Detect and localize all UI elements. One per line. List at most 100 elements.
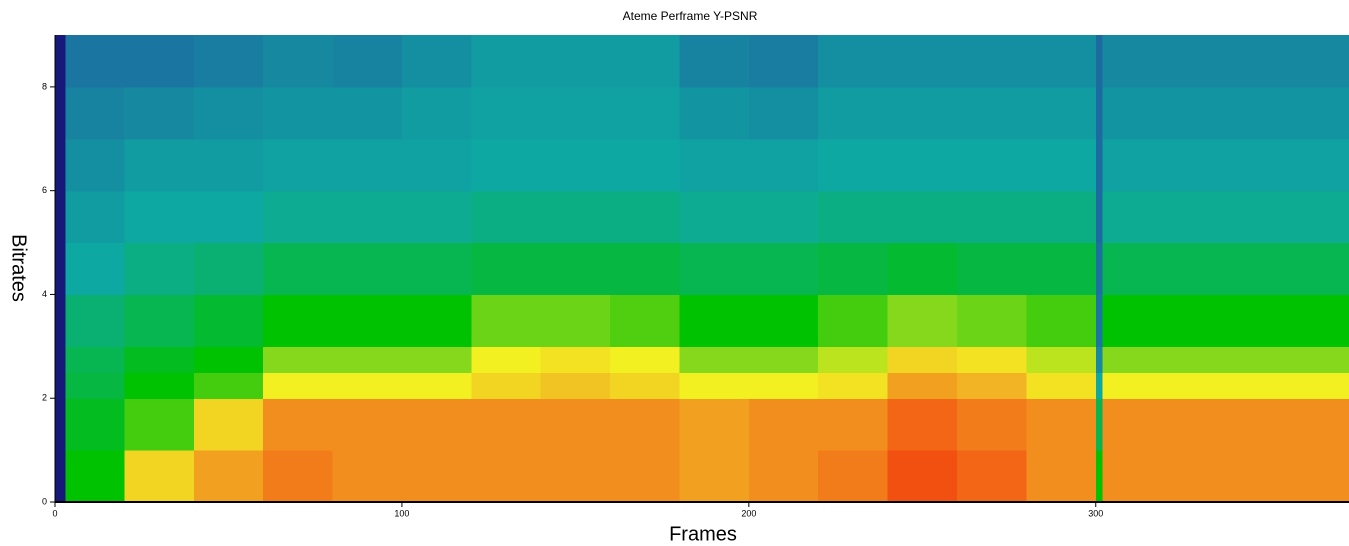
heatmap-cell bbox=[55, 86, 67, 140]
heatmap-cell bbox=[1026, 86, 1097, 140]
heatmap-cell bbox=[1095, 242, 1104, 296]
heatmap-cell bbox=[124, 398, 195, 451]
heatmap-cell bbox=[124, 190, 195, 244]
heatmap-cell bbox=[818, 398, 889, 451]
heatmap-cell bbox=[818, 138, 889, 192]
heatmap-cell bbox=[1165, 35, 1236, 88]
heatmap-cell bbox=[1095, 138, 1104, 192]
heatmap-cell bbox=[610, 138, 681, 192]
heatmap-cell bbox=[1303, 450, 1349, 503]
heatmap-cell bbox=[193, 138, 264, 192]
heatmap-cell bbox=[1095, 86, 1104, 140]
heatmap-cell bbox=[1303, 242, 1349, 296]
heatmap-cell bbox=[1165, 190, 1236, 244]
heatmap-cell bbox=[1234, 346, 1305, 373]
heatmap-cell bbox=[401, 346, 472, 373]
heatmap-cell bbox=[1234, 190, 1305, 244]
heatmap-cell bbox=[540, 190, 611, 244]
heatmap-cell bbox=[193, 346, 264, 373]
heatmap-cell bbox=[748, 138, 819, 192]
heatmap-cell bbox=[1026, 294, 1097, 347]
heatmap-cell bbox=[263, 190, 334, 244]
heatmap-cell bbox=[1165, 138, 1236, 192]
heatmap-cell bbox=[887, 372, 958, 399]
heatmap-cell bbox=[65, 35, 125, 88]
heatmap-cell bbox=[540, 138, 611, 192]
heatmap-cell bbox=[263, 294, 334, 347]
heatmap-cell bbox=[471, 294, 542, 347]
heatmap-cell bbox=[124, 35, 195, 88]
heatmap-cell bbox=[65, 372, 125, 399]
heatmap-cell bbox=[55, 294, 67, 347]
heatmap-cell bbox=[1303, 372, 1349, 399]
heatmap-cell bbox=[818, 294, 889, 347]
heatmap-cell bbox=[193, 372, 264, 399]
heatmap-cell bbox=[1026, 138, 1097, 192]
heatmap-cell bbox=[1165, 242, 1236, 296]
heatmap-cell bbox=[401, 398, 472, 451]
heatmap-cell bbox=[956, 242, 1027, 296]
heatmap-cell bbox=[679, 294, 750, 347]
heatmap-cell bbox=[818, 86, 889, 140]
heatmap-cell bbox=[1102, 294, 1166, 347]
heatmap-cell bbox=[1234, 398, 1305, 451]
heatmap-cell bbox=[887, 35, 958, 88]
heatmap-cell bbox=[1095, 35, 1104, 88]
heatmap-cell bbox=[263, 242, 334, 296]
heatmap-cell bbox=[887, 242, 958, 296]
heatmap-cell bbox=[55, 138, 67, 192]
heatmap-cell bbox=[610, 450, 681, 503]
heatmap-cell bbox=[1102, 398, 1166, 451]
heatmap-cell bbox=[401, 86, 472, 140]
heatmap-cell bbox=[956, 294, 1027, 347]
heatmap-cell bbox=[124, 86, 195, 140]
heatmap-cell bbox=[401, 450, 472, 503]
heatmap-cell bbox=[1095, 346, 1104, 373]
heatmap-cell bbox=[65, 242, 125, 296]
heatmap-cell bbox=[1095, 372, 1104, 399]
heatmap-cell bbox=[124, 450, 195, 503]
y-tick-label: 2 bbox=[42, 393, 47, 403]
x-tick-label: 200 bbox=[741, 508, 756, 518]
heatmap-cell bbox=[1026, 190, 1097, 244]
heatmap-cell bbox=[1165, 346, 1236, 373]
heatmap-cell bbox=[818, 346, 889, 373]
heatmap-cell bbox=[193, 450, 264, 503]
heatmap-cell bbox=[610, 398, 681, 451]
heatmap-cell bbox=[1234, 35, 1305, 88]
y-tick-label: 8 bbox=[42, 81, 47, 91]
heatmap-cell bbox=[748, 35, 819, 88]
x-tick-label: 300 bbox=[1088, 508, 1103, 518]
heatmap-cell bbox=[332, 86, 403, 140]
heatmap-cell bbox=[610, 372, 681, 399]
heatmap-cell bbox=[65, 398, 125, 451]
heatmap-cells bbox=[55, 35, 1349, 503]
heatmap-cell bbox=[1026, 346, 1097, 373]
heatmap-cell bbox=[887, 190, 958, 244]
heatmap-cell bbox=[332, 190, 403, 244]
heatmap-cell bbox=[540, 242, 611, 296]
heatmap-cell bbox=[1165, 86, 1236, 140]
heatmap-cell bbox=[748, 86, 819, 140]
heatmap-cell bbox=[1102, 35, 1166, 88]
heatmap-cell bbox=[1026, 372, 1097, 399]
heatmap-cell bbox=[748, 372, 819, 399]
heatmap-cell bbox=[887, 398, 958, 451]
heatmap-cell bbox=[1095, 450, 1104, 503]
heatmap-cell bbox=[610, 35, 681, 88]
heatmap-cell bbox=[193, 86, 264, 140]
heatmap-cell bbox=[818, 372, 889, 399]
heatmap-cell bbox=[1102, 242, 1166, 296]
heatmap-cell bbox=[1102, 138, 1166, 192]
heatmap-cell bbox=[887, 294, 958, 347]
heatmap-cell bbox=[887, 346, 958, 373]
heatmap-cell bbox=[401, 190, 472, 244]
heatmap-cell bbox=[540, 346, 611, 373]
heatmap-cell bbox=[679, 372, 750, 399]
heatmap-cell bbox=[471, 190, 542, 244]
x-tick-label: 0 bbox=[52, 508, 57, 518]
heatmap-cell bbox=[55, 35, 67, 88]
heatmap-cell bbox=[748, 398, 819, 451]
heatmap-cell bbox=[748, 450, 819, 503]
